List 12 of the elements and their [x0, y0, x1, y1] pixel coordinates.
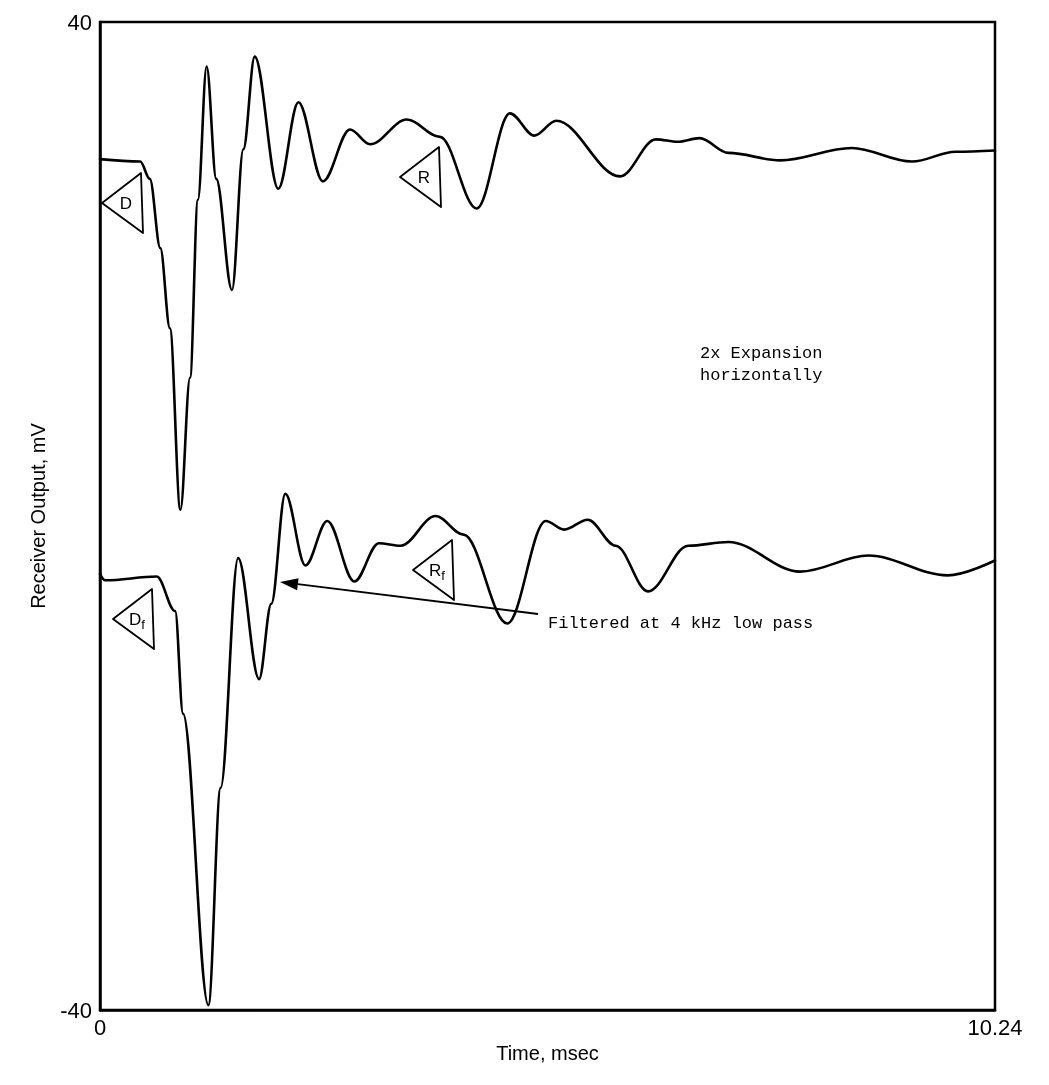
- y-tick-label: 40: [67, 9, 92, 35]
- annotation: R: [417, 168, 431, 187]
- y-axis-title: Receiver Output, mV: [27, 422, 49, 609]
- x-tick-label: 0: [93, 1014, 107, 1040]
- annotation: D$_{f}$: [129, 610, 146, 632]
- annotation: 2x Expansion horizontally: [700, 343, 824, 387]
- annotation: Filtered at 4 kHz low pass: [548, 614, 814, 633]
- x-axis-title: Time, msec: [496, 1042, 599, 1064]
- x-tick-label: 10.24: [967, 1014, 1023, 1040]
- annotation: R$_{f}$: [429, 561, 446, 583]
- y-tick-label: -40: [60, 997, 92, 1023]
- annotation: D: [119, 194, 133, 213]
